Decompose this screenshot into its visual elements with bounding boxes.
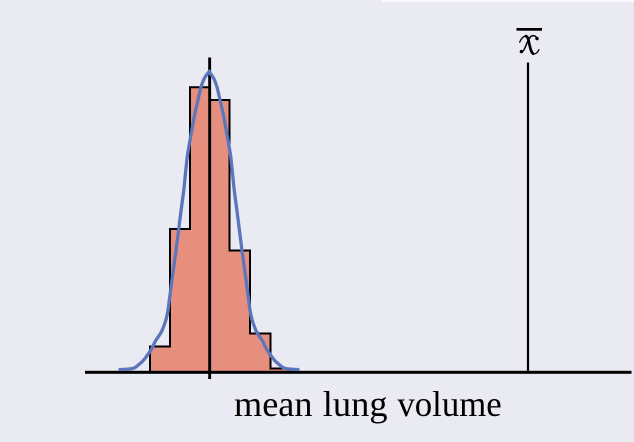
svg-text:lung: lung	[323, 384, 388, 424]
svg-text:volume: volume	[397, 384, 501, 424]
svg-text:mean: mean	[234, 384, 313, 424]
